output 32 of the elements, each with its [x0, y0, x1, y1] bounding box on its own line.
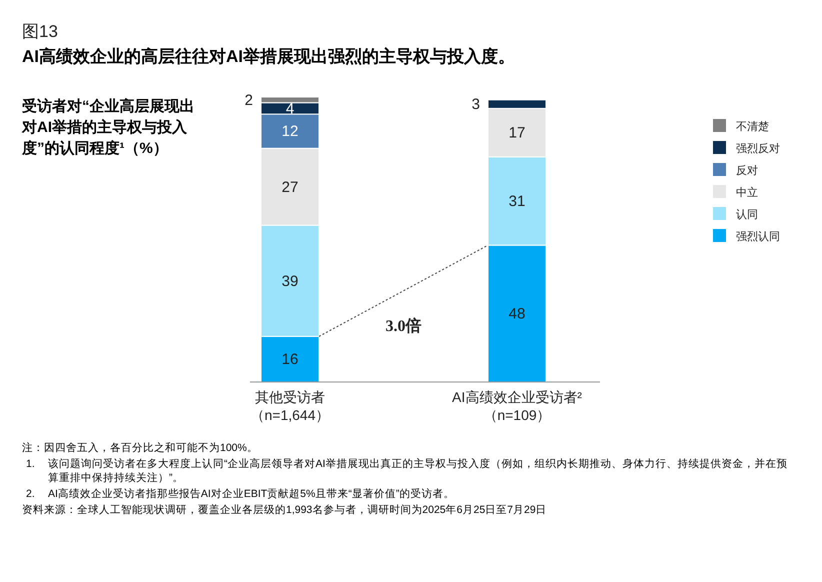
legend-item: 不清楚 [713, 119, 769, 133]
legend-label: 认同 [736, 209, 758, 221]
annotation: 资料来源：全球人工智能现状调研，覆盖企业各层级的1,993名参与者，调研时间为2025年6月25日至7月29日 [22, 503, 548, 517]
data-label: 48 [508, 306, 526, 323]
legend-item: 认同 [713, 207, 758, 221]
category: AI高绩效企业受访者²（n=109） [452, 389, 582, 423]
data-label: 17 [508, 124, 526, 142]
data-label: 39 [282, 272, 298, 290]
annotation: 3.0倍 [386, 318, 422, 335]
data-label: 31 [508, 193, 526, 210]
data-label: 16 [282, 351, 298, 368]
legend-label: 强烈反对 [736, 142, 780, 155]
legend-item: 强烈认同 [713, 229, 780, 243]
annotation: 图13 [22, 21, 58, 43]
data-label: 27 [282, 178, 298, 196]
data-label: 3 [472, 96, 480, 114]
legend-item: 强烈反对 [713, 141, 780, 155]
subtitle: 受访者对“企业高层展现出对AI举措的主导权与投入度”的认同程度¹（%） [22, 97, 196, 159]
annotation: 注：因四舍五入，各百分比之和可能不为100%。 [22, 441, 259, 455]
data-label: 2 [244, 92, 253, 109]
legend-item: 中立 [713, 185, 758, 199]
legend-label: 不清楚 [736, 120, 769, 133]
annotation: 1. 该问题询问受访者在多大程度上认同“企业高层领导者对AI举措展现出真正的主导权与投入度（例如，组织内长期推动、身体力行、持续提供资金，并在预算重排中保持持续关注）”。 [25, 457, 788, 485]
legend-label: 中立 [736, 186, 758, 199]
data-label: 12 [282, 123, 298, 140]
legend-label: 反对 [736, 164, 758, 177]
annotation: 2. AI高绩效企业受访者指那些报告AI对企业EBIT贡献超5%且带来“显著价值”的受访者。 [25, 487, 456, 501]
legend-label: 强烈认同 [736, 231, 780, 243]
legend-item: 反对 [713, 163, 758, 177]
data-label: 4 [286, 100, 294, 118]
category: 其他受访者（n=1,644） [250, 389, 330, 423]
title: AI高绩效企业的高层往往对AI举措展现出强烈的主导权与投入度。 [22, 46, 515, 68]
